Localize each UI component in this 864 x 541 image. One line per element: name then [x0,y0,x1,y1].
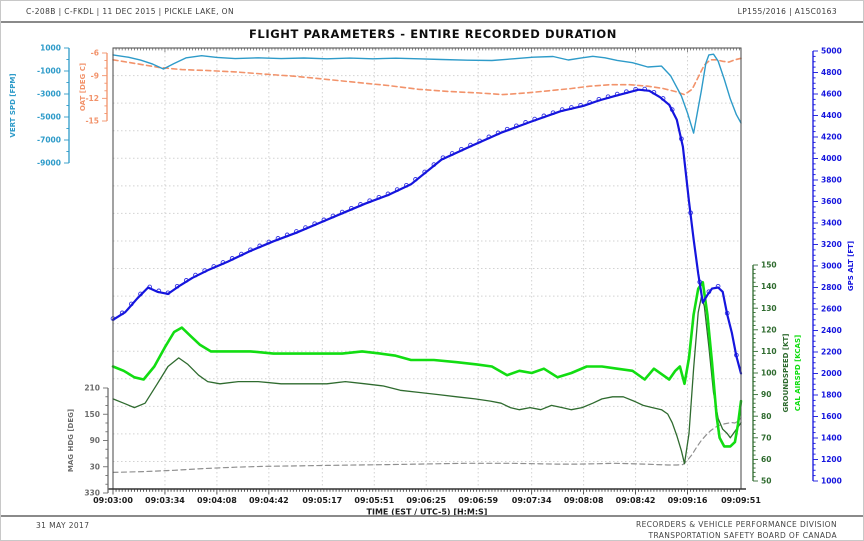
vert-spd-tick-label: 1000 [40,44,61,53]
mag-hdg-tick-label: 330 [84,489,100,498]
mag-hdg-tick-label: 90 [90,436,100,445]
time-tick-label: 09:05:17 [302,496,342,505]
header-divider [1,21,863,23]
footer-division: RECORDERS & VEHICLE PERFORMANCE DIVISION… [636,519,837,540]
speed-tick-label: 120 [761,325,777,334]
gps-alt-tick-label: 3600 [821,197,842,206]
oat-tick-label: -9 [91,71,99,80]
vert-spd-tick-label: -3000 [37,90,61,99]
gps-alt-tick-label: 4000 [821,154,842,163]
speed-axis-title: CAL AIRSPD [KCAS] [794,335,802,411]
time-tick-label: 09:07:34 [512,496,552,505]
gps-alt-tick-label: 1000 [821,477,842,486]
gps-alt-tick-label: 1200 [821,455,842,464]
time-tick-label: 09:06:25 [406,496,446,505]
gps-alt-tick-label: 4400 [821,111,842,120]
series-gps-alt [111,88,743,375]
grid-lines [113,48,741,489]
time-axis-title: TIME (EST / UTC-5) [H:M:S] [367,508,488,517]
gps-alt-tick-label: 3400 [821,219,842,228]
vert-spd-tick-label: -5000 [37,113,61,122]
speed-axis-title: GROUNDSPEED [KT] [782,333,790,412]
oat-axis-title: OAT [DEG C] [79,63,87,111]
axis-speed: 150 140 130 120 110 100 90 80 70 60 50 GROUNDSPEED … [752,261,802,486]
time-tick-label: 09:04:42 [249,496,289,505]
series-groundspeed [112,296,742,465]
gps-alt-tick-label: 3800 [821,176,842,185]
plot-frame [112,47,742,490]
gps-alt-tick-label: 5000 [821,47,842,56]
gps-alt-tick-label: 2800 [821,283,842,292]
axis-gps-alt: 5000 4800 4600 4400 4200 4000 3800 3600 3400 3200… [812,47,855,486]
mag-hdg-tick-label: 210 [84,384,100,393]
series-oat [112,57,742,96]
axis-mag-hdg: 210 150 90 30 330 MAG HDG [DEG] [67,384,109,498]
time-tick-label: 09:08:08 [564,496,604,505]
gps-alt-tick-label: 4600 [821,90,842,99]
mag-hdg-tick-label: 30 [90,462,100,471]
gps-alt-tick-label: 1800 [821,391,842,400]
header-report-number: LP155/2016 | A15C0163 [737,7,837,16]
time-tick-label: 09:06:59 [458,496,498,505]
speed-tick-label: 90 [761,390,771,399]
speed-tick-label: 130 [761,304,777,313]
gps-alt-tick-label: 4800 [821,68,842,77]
speed-tick-label: 140 [761,282,777,291]
time-tick-label: 09:08:42 [616,496,656,505]
footer-division-line2: TRANSPORTATION SAFETY BOARD OF CANADA [648,531,837,540]
vert-spd-tick-label: -9000 [37,159,61,168]
page-title: FLIGHT PARAMETERS - ENTIRE RECORDED DURA… [248,27,618,41]
gps-alt-tick-label: 4200 [821,133,842,142]
axis-oat: -6 -9 -12 -15 OAT [DEG C] [79,49,108,126]
gps-alt-tick-label: 2600 [821,305,842,314]
time-tick-label: 09:03:34 [145,496,185,505]
speed-tick-label: 50 [761,477,771,486]
vert-spd-axis-title: VERT SPD [FPM] [9,73,17,137]
gps-alt-tick-label: 3200 [821,240,842,249]
time-tick-label: 09:03:00 [93,496,133,505]
gps-alt-tick-label: 3000 [821,262,842,271]
header-aircraft-info: C-208B | C-FKDL | 11 DEC 2015 | PICKLE L… [26,7,234,16]
series-gps-alt-markers [110,86,739,358]
footer-division-line1: RECORDERS & VEHICLE PERFORMANCE DIVISION [636,520,837,529]
oat-tick-label: -12 [85,94,99,103]
speed-tick-label: 110 [761,347,777,356]
speed-tick-label: 70 [761,433,771,442]
speed-tick-label: 80 [761,412,771,421]
vert-spd-tick-label: -7000 [37,136,61,145]
mag-hdg-axis-title: MAG HDG [DEG] [67,409,75,472]
time-tick-label: 09:04:08 [197,496,237,505]
time-tick-label: 09:05:51 [354,496,394,505]
mag-hdg-tick-label: 150 [84,410,100,419]
oat-tick-label: -6 [91,49,99,58]
series-cal-airspd [111,280,743,448]
top-axis-ticks [112,48,740,52]
gps-alt-tick-label: 2000 [821,369,842,378]
time-tick-label: 09:09:51 [721,496,761,505]
footer-divider [1,515,863,517]
series-vert-spd [112,53,742,134]
speed-tick-label: 60 [761,455,771,464]
oat-tick-label: -15 [85,117,99,126]
gps-alt-tick-label: 1600 [821,412,842,421]
speed-tick-label: 100 [761,369,777,378]
gps-alt-tick-label: 2200 [821,348,842,357]
time-tick-label: 09:09:16 [668,496,708,505]
gps-alt-tick-label: 1400 [821,434,842,443]
series-mag-hdg [112,417,742,473]
axis-vert-spd: 1000 -1000 -3000 -5000 -7000 -9000 VERT SPD [F… [9,44,70,168]
vert-spd-tick-label: -1000 [37,67,61,76]
gps-alt-axis-title: GPS ALT [FT] [847,241,855,291]
time-axis: 09:03:00 09:03:34 09:04:08 09:04:42 09:05:17… [93,488,761,517]
gps-alt-tick-label: 2400 [821,326,842,335]
footer-date: 31 MAY 2017 [36,521,90,530]
speed-tick-label: 150 [761,261,777,270]
